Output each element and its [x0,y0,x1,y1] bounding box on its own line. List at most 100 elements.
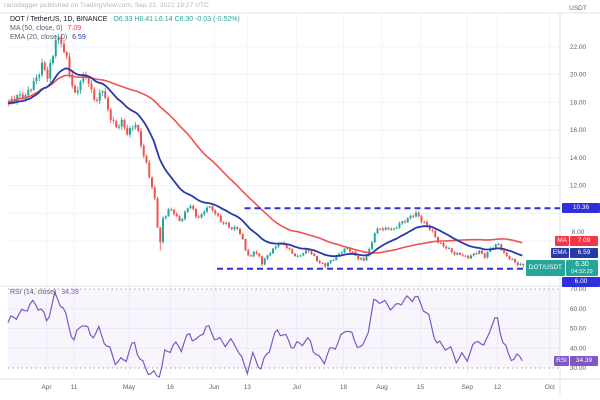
candle-body [241,234,244,240]
rsi-badge-label: RSI [554,356,569,366]
price-axis-unit: USDT [569,5,587,12]
ema20-line [7,67,523,258]
ma-badge-value: 7.09 [570,236,598,246]
ma-badge: MA 7.09 [555,236,598,246]
candle-body [197,216,200,218]
symbol-title: DOT / TetherUS, 1D, BINANCE [10,16,108,23]
rsi-tick-label: 70.00 [570,286,587,293]
candle-body [393,228,395,230]
candle-body [63,43,65,53]
candle-body [159,227,162,243]
price-scale[interactable] [560,13,600,379]
ma-indicator-label: MA (50, close, 0) [10,25,63,32]
candle-body [519,263,522,266]
candle-body [371,242,373,249]
ema-indicator-value: 6.59 [72,34,86,41]
candle-body [508,255,511,260]
candle-body [101,91,104,93]
time-tick-label: Jun [209,384,220,391]
candle-body [19,94,21,96]
candle-body [217,213,219,216]
candle-body [266,255,269,259]
candle-body [324,263,327,267]
candle-body [406,218,409,223]
candle-body [475,253,478,255]
rsi-legend-row[interactable]: RSI (14, close) 34.39 [10,288,79,297]
candle-body [272,248,274,254]
candle-body [294,253,296,257]
ema-badge-label: EMA [550,248,569,258]
candle-body [126,127,129,135]
ma50-line [7,74,523,254]
candle-body [261,256,263,265]
time-tick-label: May [123,384,136,391]
candle-body [137,124,140,131]
candle-body [483,253,486,258]
candle-body [250,255,252,257]
candle-body [142,145,145,156]
candle-body [456,252,459,255]
candle-body [464,255,467,257]
candle-body [118,126,120,128]
candle-body [173,209,175,214]
rsi-band [8,289,560,368]
candle-body [192,205,195,209]
candle-body [74,85,76,93]
symbol-badge-value: 6.30 04:32:29 [566,260,598,276]
candle-body [291,249,294,254]
candle-body [467,255,470,259]
candle-body [349,247,351,252]
candle-body [450,248,453,253]
candle-body [503,250,505,253]
candle-body [189,205,192,209]
watermark: ranodagger published on TradingView.com,… [4,2,209,9]
time-scale[interactable] [0,379,600,400]
candle-body [230,227,233,230]
candle-body [239,228,241,235]
candle-body [445,246,448,249]
candle-body [511,259,514,261]
candle-body [387,227,390,230]
candle-body [258,253,261,257]
legend-symbol-row[interactable]: DOT / TetherUS, 1D, BINANCE O6.33 H6.41 … [10,15,240,24]
candle-body [263,258,266,265]
candle-body [409,215,412,219]
price-tick-label: 18.00 [570,99,587,106]
candle-body [164,216,167,219]
symbol-badge-label: DOT/USDT [525,260,565,276]
candle-body [41,62,43,75]
candle-body [310,251,313,254]
candle-body [131,127,134,129]
candle-body [470,255,472,259]
price-tick-label: 8.00 [572,229,585,236]
candle-body [329,260,332,263]
candle-body [316,256,318,262]
candle-body [129,128,131,135]
candle-body [211,206,214,211]
candle-body [453,252,456,255]
candle-body [373,233,376,243]
candle-body [478,250,481,254]
candle-body [79,81,82,91]
candle-body [500,244,503,251]
legend-ma-row[interactable]: MA (50, close, 0) 7.09 [10,24,240,33]
candle-body [54,40,57,57]
candle-body [423,221,426,223]
candle-body [247,250,250,256]
support-price-badge: 6.00 [562,277,600,287]
candle-body [486,251,489,258]
candle-body [514,259,516,263]
ohlc-values: O6.33 H6.41 L6.14 C6.30 -0.03 (-0.52%) [113,16,240,23]
candle-body [82,74,85,82]
candle-body [16,95,19,102]
legend-ema-row[interactable]: EMA (20, close, 0) 6.59 [10,33,240,42]
candle-body [497,244,500,246]
candle-body [167,209,170,217]
candle-body [123,119,126,128]
candle-body [140,130,142,146]
candle-body [222,221,225,224]
time-tick-label: Oct [545,384,555,391]
candle-body [203,211,206,215]
